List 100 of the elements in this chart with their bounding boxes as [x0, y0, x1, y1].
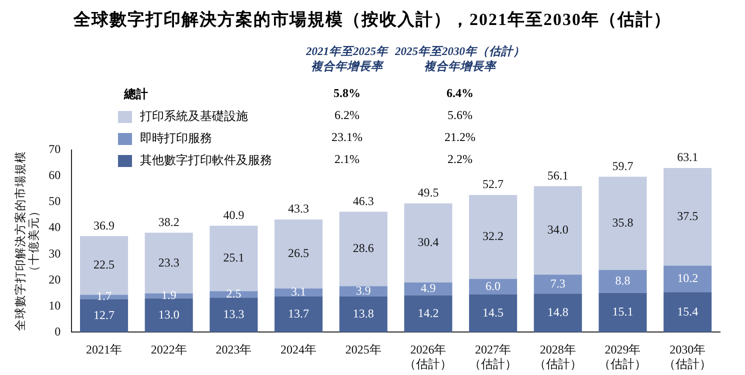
bar: [339, 286, 388, 296]
y-tick-label: 10: [48, 298, 61, 312]
text: 6.4%: [446, 86, 474, 100]
text: 複合年增長率: [311, 61, 383, 73]
annotation: 2.1%: [334, 152, 360, 167]
data-label: 30.4: [418, 235, 439, 250]
text: 5.8%: [334, 86, 360, 100]
data-label: 6.0: [486, 278, 501, 293]
bar: [664, 292, 712, 332]
x-tick-label: 2024年: [280, 342, 317, 357]
x-tick-label: 2027年（估計）: [469, 342, 518, 371]
data-label: 13.8: [352, 306, 374, 320]
data-label: 13.0: [158, 307, 180, 322]
x-tick-label: 2030年（估計）: [664, 342, 712, 371]
bar: [210, 226, 258, 292]
data-label: 3.1: [291, 284, 306, 299]
text: 23.1%: [330, 130, 364, 145]
bar: [274, 296, 323, 332]
y-tick-label: 20: [48, 272, 61, 286]
x-tick-label: 2026年（估計）: [404, 342, 452, 371]
text: 5.6%: [446, 108, 474, 123]
bar: [404, 295, 452, 332]
text: 2021年至2025年: [306, 46, 388, 58]
total-label: 46.3: [352, 194, 374, 208]
y-tick-label: 30: [48, 246, 61, 260]
x-tick-label: 2023年: [216, 342, 252, 357]
y-tick-label: 40: [48, 220, 61, 234]
bar: [664, 168, 712, 266]
data-label: 15.1: [612, 304, 634, 319]
legend-label: 即時打印服務: [139, 130, 212, 147]
data-label: 14.2: [418, 306, 439, 320]
y-tick-label: 50: [48, 194, 61, 208]
y-tick-label: 60: [48, 168, 61, 182]
y-tick-label: 0: [54, 324, 61, 338]
data-label: 10.2: [677, 271, 698, 285]
legend-label: 打印系統及基礎設施: [139, 108, 248, 125]
data-label: 25.1: [223, 250, 244, 265]
bar: [469, 195, 518, 279]
bar: [469, 278, 518, 294]
text: 2025年至2030年（估計）: [395, 46, 525, 58]
bar: [598, 176, 647, 270]
bar: [144, 293, 193, 298]
data-label: 35.8: [612, 216, 634, 230]
total-label: 49.5: [418, 186, 439, 200]
data-label: 13.3: [223, 307, 244, 322]
x-tick-label: 2028年（估計）: [534, 342, 582, 371]
total-label: 59.7: [612, 158, 634, 173]
data-label: 12.7: [94, 308, 115, 322]
x-tick-label: 2025年: [345, 342, 382, 357]
data-label: 37.5: [677, 208, 698, 223]
bar: [404, 203, 452, 282]
data-label: 4.9: [420, 281, 436, 296]
data-label: 13.7: [288, 306, 310, 321]
data-label: 32.2: [482, 229, 504, 244]
bar: [534, 186, 582, 275]
total-label: 40.9: [223, 208, 244, 222]
bar: [274, 219, 323, 288]
data-label: 22.5: [94, 258, 115, 272]
total-label: 38.2: [158, 214, 180, 229]
text: 6.2%: [334, 108, 360, 123]
y-axis-title: 全球數字打印解決方案的市場規模（十億美元）: [12, 151, 41, 332]
data-label: 1.9: [161, 288, 176, 302]
data-label: 26.5: [288, 246, 310, 260]
annotation: 2.2%: [446, 152, 474, 167]
total-label: 36.9: [94, 218, 115, 232]
x-tick-label: 2029年（估計）: [598, 342, 647, 371]
total-label: 63.1: [677, 150, 698, 164]
chart-title: 全球數字打印解決方案的市場規模（按收入計），2021年至2030年（估計）: [72, 9, 672, 31]
x-tick-label: 2021年: [86, 342, 122, 357]
bar: [469, 294, 518, 332]
data-label: 2.5: [226, 286, 242, 300]
bar: [598, 270, 647, 293]
data-label: 1.7: [96, 289, 112, 304]
data-label: 8.8: [615, 274, 630, 288]
legend-label: 其他數字打印軟件及服務: [139, 152, 272, 169]
bar: [274, 288, 323, 297]
data-label: 7.3: [550, 276, 566, 290]
total-label: 43.3: [288, 202, 310, 216]
bar: [339, 212, 388, 286]
data-label: 23.3: [158, 255, 180, 270]
bar: [664, 266, 712, 292]
bar: [534, 294, 582, 332]
x-tick-label: 2022年: [150, 342, 187, 357]
total-label: 52.7: [482, 177, 504, 192]
data-label: 3.9: [356, 283, 371, 298]
data-label: 15.4: [677, 304, 698, 318]
data-label: 28.6: [352, 241, 374, 256]
bar: [144, 298, 193, 332]
bar: [534, 274, 582, 294]
text: 21.2%: [444, 130, 476, 145]
data-label: 14.8: [547, 305, 568, 320]
data-label: 34.0: [547, 222, 568, 237]
total-label: 56.1: [547, 168, 568, 182]
bar: [80, 299, 128, 332]
bar: [210, 298, 258, 332]
bar: [339, 296, 388, 332]
y-tick-label: 70: [48, 142, 61, 156]
text: 複合年增長率: [424, 61, 496, 73]
data-label: 14.5: [482, 305, 504, 320]
text: 總計: [124, 87, 148, 101]
